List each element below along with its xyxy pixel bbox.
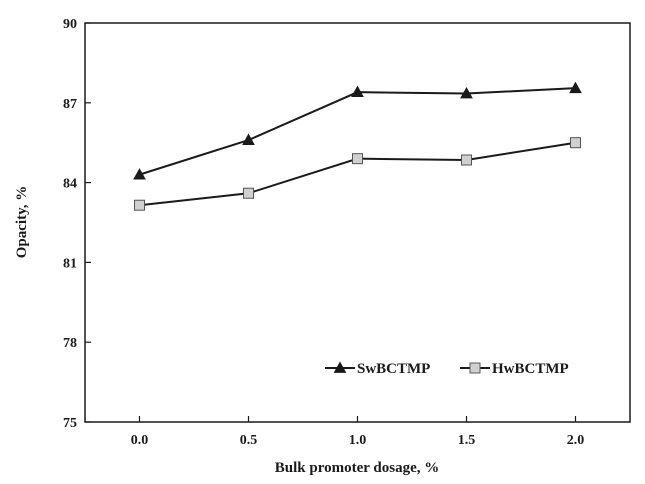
x-axis-title: Bulk promoter dosage, % (275, 460, 439, 476)
y-tick-label-3: 84 (63, 177, 77, 192)
point-hwbctmp-0 (134, 199, 145, 211)
legend-marker-hwbctmp (469, 362, 481, 374)
x-tick-label-1: 0.5 (240, 433, 258, 448)
legend-marker-swbctmp (333, 361, 347, 373)
point-hwbctmp-1 (243, 187, 254, 199)
y-tick-label-1: 78 (63, 336, 77, 351)
y-tick-label-4: 87 (63, 97, 77, 112)
point-swbctmp-1 (242, 133, 255, 145)
point-hwbctmp-3 (461, 154, 472, 166)
legend-label-hwbctmp: HwBCTMP (492, 361, 569, 377)
point-hwbctmp-2 (352, 153, 363, 165)
point-swbctmp-4 (569, 81, 582, 94)
series-layer (133, 81, 582, 211)
point-swbctmp-2 (351, 85, 364, 98)
y-axis-title: Opacity, % (14, 186, 30, 259)
y-axis-ticks: 75 78 81 84 87 90 (63, 17, 91, 431)
x-tick-label-0: 0.0 (131, 433, 149, 448)
legend-label-swbctmp: SwBCTMP (357, 361, 430, 377)
x-tick-label-4: 2.0 (567, 433, 585, 448)
y-tick-label-5: 90 (63, 17, 77, 32)
x-tick-label-2: 1.0 (349, 433, 367, 448)
point-swbctmp-0 (133, 168, 146, 180)
y-tick-label-0: 75 (63, 416, 77, 431)
legend: SwBCTMP HwBCTMP (325, 361, 569, 377)
x-tick-label-3: 1.5 (458, 433, 476, 448)
point-hwbctmp-4 (570, 137, 581, 149)
y-tick-label-2: 81 (63, 256, 77, 271)
series-line-hwbctmp (139, 141, 576, 207)
point-swbctmp-3 (460, 86, 473, 99)
x-axis-ticks: 0.0 0.5 1.0 1.5 2.0 (131, 416, 585, 448)
